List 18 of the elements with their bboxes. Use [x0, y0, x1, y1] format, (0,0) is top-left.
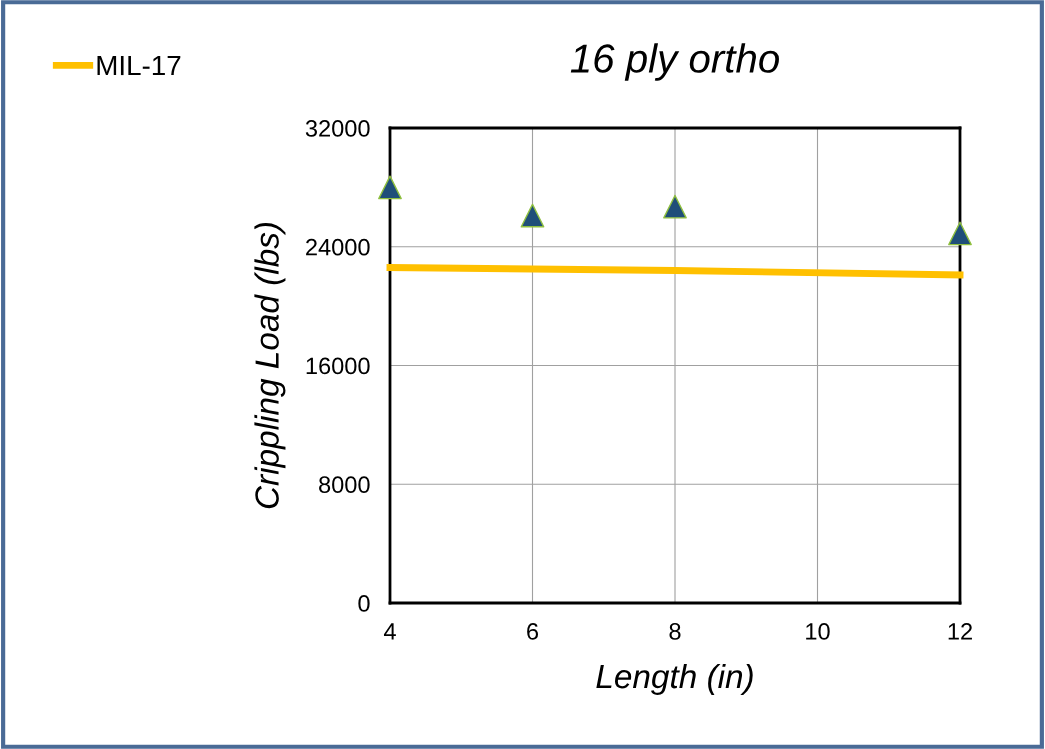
point — [663, 194, 687, 219]
legend-label: MIL-17 — [97, 55, 181, 76]
y-axis-title: Crippling Load (lbs) — [254, 222, 286, 509]
x-tick-label: 4 — [383, 623, 396, 640]
x-tick-label: 8 — [669, 623, 681, 640]
y-tick-label: 24000 — [306, 238, 370, 256]
point — [378, 175, 402, 200]
x-tick-label: 12 — [948, 623, 972, 640]
y-tick-label: 32000 — [305, 120, 370, 137]
point — [948, 221, 972, 246]
y-tick-label: 8000 — [319, 476, 370, 494]
point — [520, 203, 545, 228]
x-axis-title: Length (in) — [596, 663, 753, 695]
x-tick-label: 10 — [806, 623, 830, 640]
x-tick-label: 6 — [527, 623, 539, 640]
chart-title: 16 ply ortho — [570, 43, 779, 81]
y-tick-label: 16000 — [306, 357, 370, 375]
y-tick-label: 0 — [358, 595, 370, 612]
